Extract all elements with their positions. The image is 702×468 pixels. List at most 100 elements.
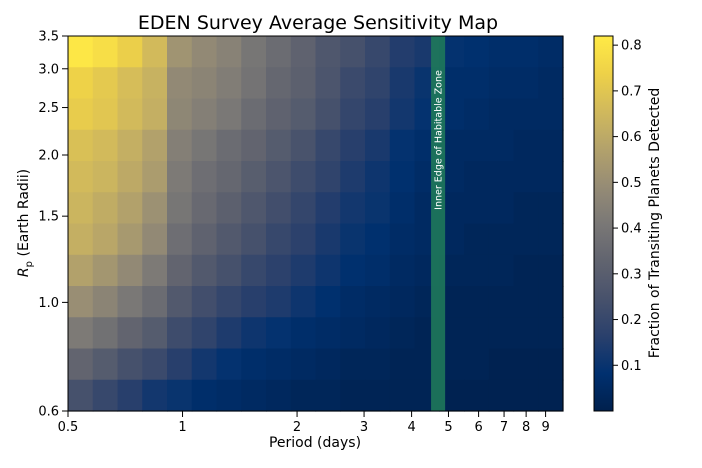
heatmap-cell	[389, 254, 416, 287]
habitable-zone-rect	[431, 36, 446, 411]
heatmap-cell	[290, 36, 317, 68]
heatmap-cell	[488, 98, 515, 131]
heatmap-cell	[340, 223, 366, 256]
heatmap-cell	[216, 98, 242, 131]
heatmap-cell	[315, 129, 341, 162]
heatmap-cell	[340, 379, 366, 412]
heatmap-cell	[142, 286, 168, 318]
heatmap-cell	[315, 67, 341, 100]
heatmap-cell	[167, 286, 193, 318]
heatmap-cell	[290, 254, 317, 287]
heatmap-cell	[538, 67, 564, 100]
heatmap-cell	[290, 67, 317, 100]
heatmap-cell	[464, 317, 490, 350]
heatmap-cell	[538, 286, 564, 318]
heatmap-cell	[167, 192, 193, 225]
heatmap-cell	[92, 129, 119, 162]
heatmap-cell	[191, 379, 218, 412]
heatmap-cell	[167, 254, 193, 287]
heatmap-cell	[191, 161, 218, 193]
heatmap-cell	[538, 129, 564, 162]
heatmap-cell	[92, 223, 119, 256]
heatmap-cell	[340, 98, 366, 131]
heatmap-cell	[216, 223, 242, 256]
heatmap-cell	[117, 129, 143, 162]
heatmap-cell	[216, 317, 242, 350]
heatmap-cell	[92, 192, 119, 225]
heatmap-cell	[216, 36, 242, 68]
heatmap-cell	[538, 98, 564, 131]
heatmap-cell	[488, 379, 515, 412]
heatmap-cell	[464, 129, 490, 162]
heatmap-cell	[464, 254, 490, 287]
heatmap-cell	[538, 379, 564, 412]
heatmap-cell	[513, 161, 539, 193]
x-axis: 0.5 1 2 3 4 5 6 7 8 9	[58, 411, 550, 435]
heatmap-cell	[92, 161, 119, 193]
heatmap-cell	[488, 192, 515, 225]
heatmap-cell	[142, 223, 168, 256]
heatmap-cell	[266, 348, 292, 381]
heatmap-cell	[365, 223, 391, 256]
heatmap-cell	[241, 129, 267, 162]
heatmap-cell	[488, 254, 515, 287]
heatmap-cell	[266, 286, 292, 318]
heatmap-cell	[266, 254, 292, 287]
plot-frame	[67, 35, 564, 412]
heatmap-cell	[266, 223, 292, 256]
heatmap-cell	[340, 317, 366, 350]
heatmap-cell	[538, 254, 564, 287]
heatmap-cell	[340, 254, 366, 287]
heatmap-cell	[315, 348, 341, 381]
heatmap-cell	[464, 36, 490, 68]
heatmap-cell	[117, 223, 143, 256]
x-tick-label: 5	[444, 420, 452, 435]
heatmap-cell	[389, 379, 416, 412]
heatmap-cell	[216, 379, 242, 412]
x-axis-label: Period (days)	[269, 435, 361, 451]
heatmap-cell	[290, 348, 317, 381]
heatmap-cell	[92, 379, 119, 412]
heatmap-cell	[290, 98, 317, 131]
heatmap-cell	[92, 98, 119, 131]
heatmap-cell	[241, 286, 267, 318]
heatmap-cell	[488, 36, 515, 68]
heatmap-cell	[389, 317, 416, 350]
heatmap-cell	[266, 98, 292, 131]
heatmap-cell	[142, 348, 168, 381]
heatmap-cell	[216, 129, 242, 162]
heatmap-cell	[488, 129, 515, 162]
heatmap-cell	[167, 36, 193, 68]
heatmap-cell	[92, 348, 119, 381]
heatmap-cell	[117, 98, 143, 131]
heatmap-cell	[68, 254, 94, 287]
heatmap-cell	[538, 192, 564, 225]
heatmap-cell	[290, 286, 317, 318]
heatmap-cell	[538, 223, 564, 256]
heatmap-cell	[117, 254, 143, 287]
heatmap-cell	[241, 348, 267, 381]
heatmap-cell	[538, 36, 564, 68]
heatmap-cell	[513, 317, 539, 350]
y-tick-label: 3.0	[38, 62, 59, 77]
x-tick-label: 0.5	[58, 420, 79, 435]
heatmap-cell	[241, 223, 267, 256]
heatmap-cells	[68, 36, 564, 412]
heatmap-cell	[68, 161, 94, 193]
heatmap-cell	[389, 98, 416, 131]
heatmap-cell	[191, 129, 218, 162]
heatmap-cell	[513, 379, 539, 412]
colorbar-tick-label: 0.2	[621, 313, 642, 328]
heatmap-cell	[142, 129, 168, 162]
x-tick-label: 8	[522, 420, 530, 435]
heatmap-cell	[191, 192, 218, 225]
heatmap-cell	[142, 379, 168, 412]
heatmap-cell	[290, 129, 317, 162]
heatmap-cell	[241, 317, 267, 350]
heatmap-cell	[68, 67, 94, 100]
colorbar-tick-label: 0.6	[621, 130, 642, 145]
heatmap-cell	[290, 223, 317, 256]
heatmap-cell	[340, 36, 366, 68]
heatmap-cell	[191, 254, 218, 287]
heatmap-cell	[464, 223, 490, 256]
